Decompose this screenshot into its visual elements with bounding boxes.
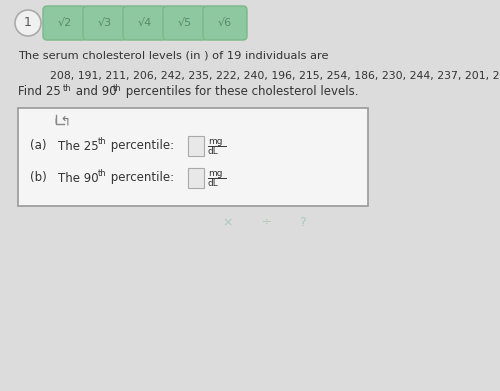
Text: and 90: and 90 <box>72 85 117 98</box>
Text: The 90: The 90 <box>58 172 98 185</box>
Circle shape <box>15 10 41 36</box>
Text: √2: √2 <box>58 18 72 28</box>
Text: th: th <box>98 136 106 145</box>
FancyBboxPatch shape <box>163 6 207 40</box>
Text: percentiles for these cholesterol levels.: percentiles for these cholesterol levels… <box>122 85 358 98</box>
Text: th: th <box>98 169 106 178</box>
Bar <box>188 168 204 188</box>
Bar <box>18 108 368 206</box>
Text: Find 25: Find 25 <box>18 85 61 98</box>
Text: (b): (b) <box>30 172 47 185</box>
Bar <box>188 136 204 156</box>
Text: The serum cholesterol levels (in ) of 19 individuals are: The serum cholesterol levels (in ) of 19… <box>18 51 328 61</box>
Text: (a): (a) <box>30 140 46 152</box>
FancyBboxPatch shape <box>123 6 167 40</box>
FancyBboxPatch shape <box>43 6 87 40</box>
Text: mg: mg <box>208 169 222 178</box>
Text: th: th <box>113 84 122 93</box>
Text: √4: √4 <box>138 18 152 28</box>
Text: √5: √5 <box>178 18 192 28</box>
Text: dL: dL <box>208 179 219 188</box>
Text: percentile:: percentile: <box>107 172 174 185</box>
Text: 208, 191, 211, 206, 242, 235, 222, 240, 196, 215, 254, 186, 230, 244, 237, 201, : 208, 191, 211, 206, 242, 235, 222, 240, … <box>50 71 500 81</box>
Text: percentile:: percentile: <box>107 140 174 152</box>
Text: √6: √6 <box>218 18 232 28</box>
FancyBboxPatch shape <box>203 6 247 40</box>
Text: dL: dL <box>208 147 219 156</box>
Text: ×       ÷       ?: × ÷ ? <box>223 217 307 230</box>
Text: 1: 1 <box>24 16 32 29</box>
Text: th: th <box>63 84 72 93</box>
FancyBboxPatch shape <box>83 6 127 40</box>
Text: ↳: ↳ <box>56 111 66 124</box>
Text: √3: √3 <box>98 18 112 28</box>
Text: The 25: The 25 <box>58 140 98 152</box>
Text: mg: mg <box>208 136 222 145</box>
